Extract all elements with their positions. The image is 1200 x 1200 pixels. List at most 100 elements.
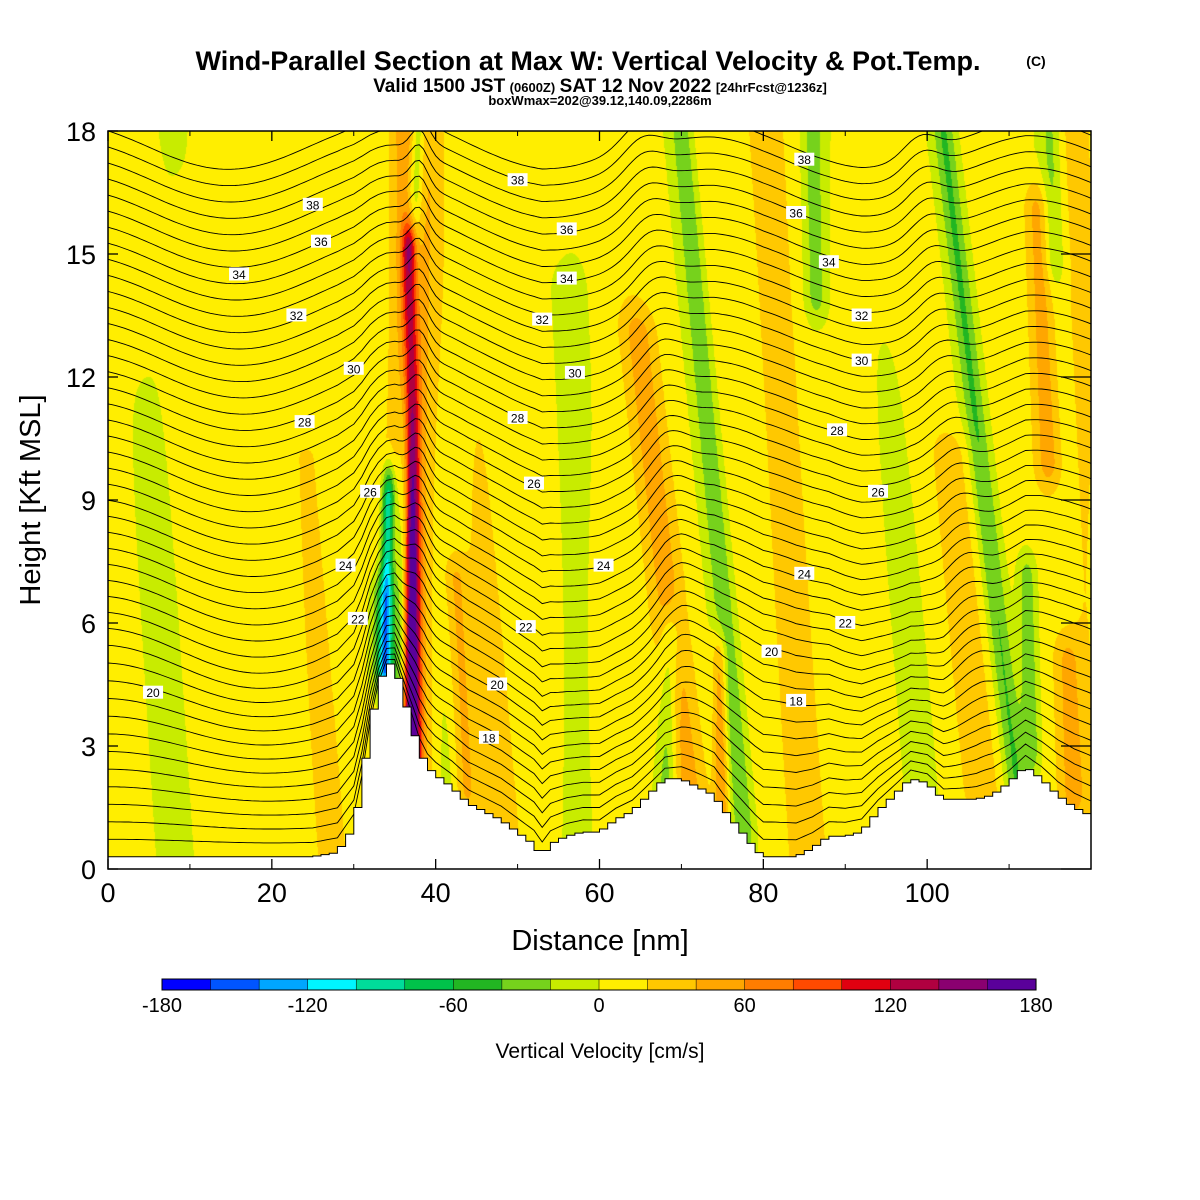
contour-label-text: 28 <box>830 424 844 438</box>
contour-label: 32 <box>532 312 553 327</box>
contour-label-text: 32 <box>290 309 304 323</box>
contour-label-text: 38 <box>306 198 320 212</box>
colorbar-swatch <box>501 978 552 991</box>
colorbar-tick-label: -120 <box>288 995 328 1017</box>
contour-label-text: 22 <box>519 621 533 635</box>
isentrope-line <box>108 418 1091 513</box>
contour-label-bg <box>478 730 499 744</box>
contour-label-text: 26 <box>871 485 885 499</box>
contour-label-bg <box>143 685 164 699</box>
contour-label-bg <box>818 255 839 269</box>
contour-label-text: 20 <box>146 686 160 700</box>
isentrope-line <box>108 359 1091 448</box>
isentrope-line <box>108 488 1091 594</box>
contour-label: 24 <box>335 558 356 573</box>
contour-label: 34 <box>556 271 577 286</box>
colorbar-tick-label: 0 <box>593 995 604 1017</box>
isentrope-line <box>108 653 1091 830</box>
contour-label-bg <box>786 693 807 707</box>
contour-label: 28 <box>507 411 528 426</box>
contour-label: 28 <box>294 415 315 430</box>
colorbar-tick-label: 60 <box>734 995 756 1017</box>
contour-label-text: 20 <box>490 678 504 692</box>
isentrope-line <box>108 237 1091 317</box>
contour-label: 38 <box>507 173 528 188</box>
colorbar-swatch <box>890 978 940 991</box>
colorbar-swatch <box>404 978 454 991</box>
colorbar-swatch <box>647 978 697 991</box>
contour-label-bg <box>294 415 315 429</box>
contour-label: 32 <box>286 308 307 323</box>
colorbar-swatch <box>161 978 212 991</box>
contour-label-text: 20 <box>765 645 779 659</box>
y-tick-label: 9 <box>81 486 96 516</box>
colorbar-swatch <box>550 978 600 991</box>
colorbar-swatch <box>258 978 309 991</box>
contour-label-text: 24 <box>597 559 611 573</box>
isentrope-line <box>108 329 1091 415</box>
contour-label-text: 34 <box>822 256 836 270</box>
contour-label-text: 30 <box>347 362 361 376</box>
contour-labels: 20 38 36 34 32 30 28 26 24 22 38 36 34 32 30 28 26 24 22 20… <box>143 152 889 745</box>
contour-label-bg <box>827 423 848 437</box>
contour-label-bg <box>794 566 815 580</box>
contour-label: 26 <box>523 476 544 491</box>
valid-date: SAT 12 Nov 2022 <box>560 76 712 97</box>
isentrope-line <box>108 206 1091 285</box>
contour-label: 32 <box>851 308 872 323</box>
contour-label: 34 <box>229 267 250 282</box>
colorbar-tick-label: 180 <box>1019 995 1052 1017</box>
contour-label-text: 18 <box>482 731 496 745</box>
vertical-velocity-field <box>108 131 1091 869</box>
isentrope-line <box>108 594 1091 732</box>
forecast-label: [24hrFcst@1236z] <box>716 80 827 95</box>
x-tick-label: 0 <box>100 878 115 908</box>
contour-label: 22 <box>347 611 368 626</box>
isentrope-line <box>108 299 1091 383</box>
isentrope-line <box>108 389 1091 480</box>
contour-label-text: 22 <box>351 612 365 626</box>
isentrope-line <box>108 659 1091 844</box>
isentrope-line <box>108 647 1091 816</box>
contour-label: 18 <box>478 730 499 745</box>
x-axis: 0 20 40 60 80 100 <box>100 131 1010 908</box>
x-axis-label: Distance [nm] <box>511 925 688 957</box>
contour-label-bg <box>564 365 585 379</box>
contour-label-bg <box>335 558 356 572</box>
x-tick-label: 60 <box>584 878 614 908</box>
isentrope-line <box>108 222 1091 301</box>
contour-label-bg <box>347 611 368 625</box>
contour-label-text: 18 <box>789 694 803 708</box>
isentrope-line <box>108 640 1091 802</box>
contour-label-bg <box>302 197 323 211</box>
valid-utc: (0600Z) <box>510 80 556 95</box>
colorbar-tick-label: -60 <box>439 995 468 1017</box>
y-tick-label: 0 <box>81 855 96 885</box>
isentrope-line <box>108 253 1091 334</box>
contour-label-bg <box>487 677 508 691</box>
contour-label-text: 28 <box>298 416 312 430</box>
contour-label: 20 <box>761 644 782 659</box>
y-axis-label: Height [Kft MSL] <box>15 394 47 605</box>
contour-label-text: 38 <box>798 153 812 167</box>
isentrope-line <box>108 526 1091 642</box>
y-tick-label: 18 <box>66 117 96 147</box>
contour-label-bg <box>310 234 331 248</box>
contour-label-text: 26 <box>363 485 377 499</box>
contour-label-text: 32 <box>855 309 869 323</box>
chart-title: Wind-Parallel Section at Max W: Vertical… <box>196 46 981 76</box>
contour-label: 28 <box>827 423 848 438</box>
colorbar-swatch <box>987 978 1037 991</box>
y-tick-label: 12 <box>66 363 96 393</box>
colorbar-swatch <box>841 978 891 991</box>
isentrope-line <box>108 159 1091 236</box>
isentrope-line <box>108 460 1091 561</box>
contour-label-text: 36 <box>560 223 574 237</box>
valid-line: Valid 1500 JST (0600Z) SAT 12 Nov 2022 [… <box>373 76 827 97</box>
contour-label-text: 34 <box>232 268 246 282</box>
contour-label-bg <box>593 558 614 572</box>
isentrope-line <box>108 560 1091 689</box>
contour-label-bg <box>523 476 544 490</box>
colorbar-label: Vertical Velocity [cm/s] <box>496 1040 705 1063</box>
